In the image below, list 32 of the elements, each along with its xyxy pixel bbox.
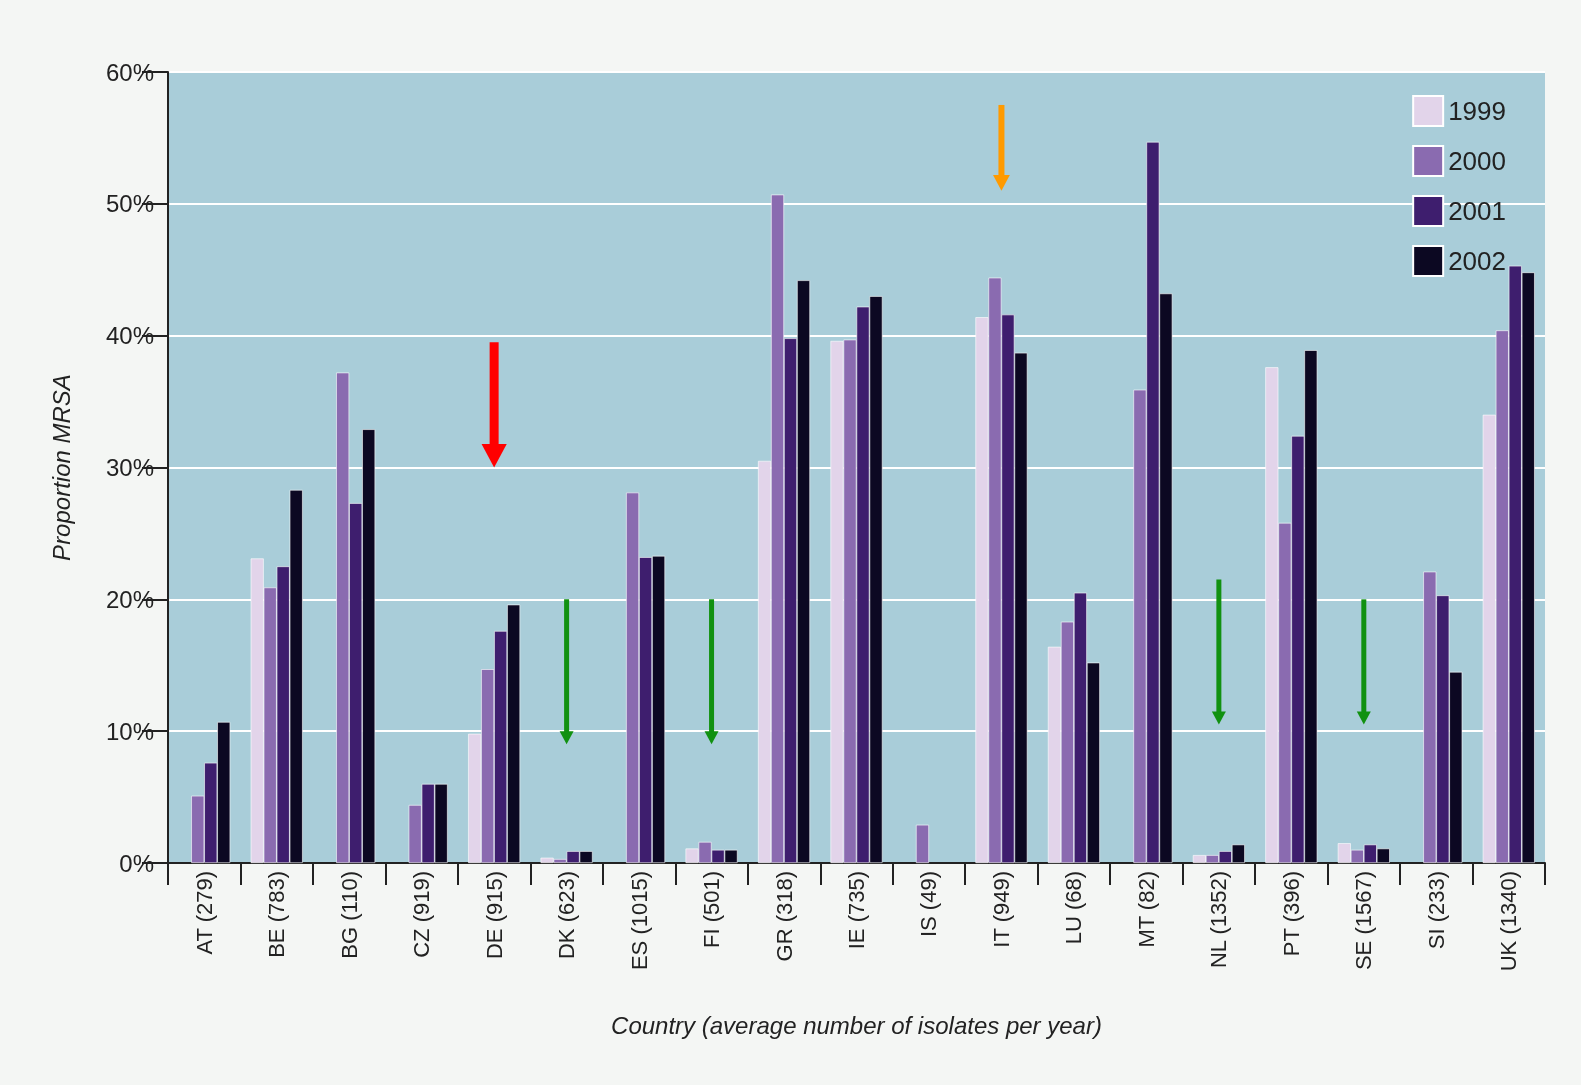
x-tick-label: BG (110): [336, 871, 362, 959]
y-tick-label: 60%: [105, 58, 154, 86]
x-tick-label: AT (279): [191, 871, 217, 955]
x-tick-label: DE (915): [481, 871, 507, 960]
x-tick-label: PT (396): [1278, 871, 1304, 957]
y-tick-label: 40%: [105, 322, 154, 350]
x-tick-label: ES (1015): [626, 871, 652, 971]
x-tick-label: LU (68): [1061, 871, 1087, 945]
x-tick-label: IS (49): [916, 871, 942, 938]
x-tick-label: CZ (919): [409, 871, 435, 958]
x-tick-label: IT (949): [988, 871, 1014, 948]
y-tick-label: 20%: [105, 585, 154, 613]
y-tick-label: 50%: [105, 190, 154, 218]
x-axis-title: Country (average number of isolates per year): [611, 1011, 1102, 1039]
y-tick-label: 30%: [105, 454, 154, 481]
legend-label: 2001: [1448, 196, 1506, 226]
x-tick-label: SI (233): [1423, 871, 1449, 950]
x-tick-label: SE (1567): [1351, 871, 1377, 971]
y-axis-title: Proportion MRSA: [47, 374, 75, 561]
legend-label: 2002: [1448, 246, 1506, 276]
x-tick-label: UK (1340): [1496, 871, 1522, 972]
x-tick-label: IE (735): [844, 871, 869, 950]
x-tick-label: NL (1352): [1206, 871, 1232, 969]
x-tick-label: FI (501): [699, 871, 725, 949]
x-tick-label: GR (318): [771, 871, 797, 962]
x-tick-label: BE (783): [264, 871, 290, 958]
y-tick-label: 10%: [105, 717, 154, 745]
x-tick-label: MT (82): [1133, 871, 1159, 948]
bar: [915, 824, 929, 863]
x-tick-label: DK (623): [554, 871, 580, 960]
legend-label: 1999: [1448, 96, 1506, 126]
legend-label: 2000: [1448, 146, 1506, 176]
